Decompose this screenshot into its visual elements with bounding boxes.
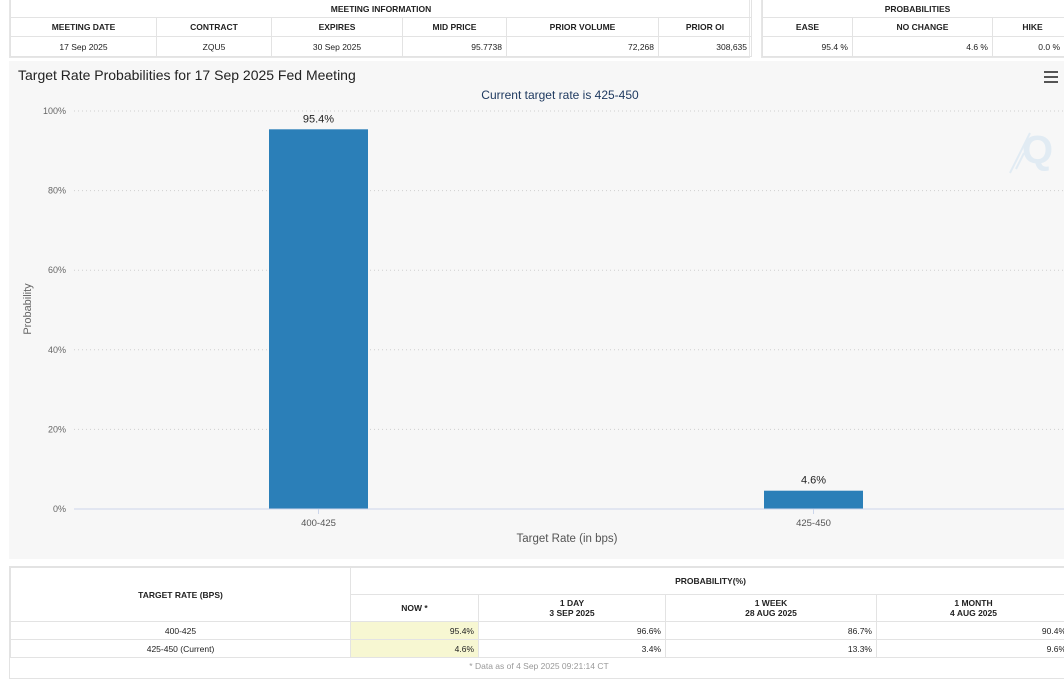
one-month-cell: 90.4% [875, 621, 1064, 640]
table-row: 400-425 95.4% 96.6% 86.7% 90.4% [10, 621, 1064, 640]
data-timestamp-footnote: * Data as of 4 Sep 2025 09:21:14 CT [469, 661, 609, 671]
one-day-cell: 96.6% [478, 621, 666, 640]
y-tick-label: 20% [48, 424, 66, 434]
bar-425-450[interactable] [764, 490, 863, 509]
header-prior-volume: PRIOR VOLUME [506, 17, 659, 37]
hamburger-menu-icon[interactable] [1044, 71, 1058, 86]
meeting-information-title: MEETING INFORMATION [9, 0, 753, 18]
y-tick-label: 80% [48, 186, 66, 196]
header-hike: HIKE [991, 17, 1064, 37]
y-tick-label: 60% [48, 265, 66, 275]
header-ease: EASE [762, 17, 853, 37]
grid-lines [74, 110, 1064, 430]
chart-subtitle: Current target rate is 425-450 [481, 88, 639, 102]
one-week-cell: 86.7% [665, 621, 877, 640]
expires-value: 30 Sep 2025 [271, 36, 403, 57]
probabilities-row: 95.4 % 4.6 % 0.0 % [762, 36, 1064, 57]
bars [269, 129, 863, 510]
meeting-date-value: 17 Sep 2025 [10, 36, 157, 57]
y-tick-label: 0% [53, 504, 66, 514]
x-tick-label: 400-425 [301, 518, 336, 529]
probabilities-title: PROBABILITIES [761, 0, 1064, 18]
header-mid-price: MID PRICE [402, 17, 507, 37]
no-change-value: 4.6 % [852, 36, 993, 57]
hike-value: 0.0 % [991, 36, 1064, 57]
mid-price-value: 95.7738 [402, 36, 507, 57]
svg-text:Q: Q [1022, 128, 1053, 172]
meeting-information-table: MEETING INFORMATION MEETING DATE CONTRAC… [9, 0, 753, 57]
rate-cell: 425-450 (Current) [10, 639, 351, 658]
header-no-change: NO CHANGE [852, 17, 993, 37]
data-label: 4.6% [801, 475, 826, 487]
rate-cell: 400-425 [10, 621, 351, 640]
x-axis-ticks: 400-425 425-450 [301, 509, 831, 529]
probability-history-panel: TARGET RATE (BPS) PROBABILITY(%) NOW * 1… [9, 566, 1064, 679]
ease-value: 95.4 % [762, 36, 853, 57]
bar-chart: Q Current target rate is 425-450 0% 20% 40… [22, 88, 1064, 545]
meeting-information-panel: MEETING INFORMATION MEETING DATE CONTRAC… [9, 0, 753, 58]
target-rate-header: TARGET RATE (BPS) [10, 567, 351, 622]
y-tick-label: 100% [43, 106, 66, 116]
probabilities-panel: PROBABILITIES EASE NO CHANGE HIKE 95.4 %… [761, 0, 1064, 58]
y-axis-ticks: 0% 20% 40% 60% 80% 100% [43, 106, 66, 514]
probability-history-table: TARGET RATE (BPS) PROBABILITY(%) NOW * 1… [10, 567, 1064, 658]
column-header-1-month: 1 MONTH 4 AUG 2025 [875, 594, 1064, 622]
data-labels: 95.4% 4.6% [303, 113, 826, 486]
y-tick-label: 40% [48, 345, 66, 355]
column-header-now: NOW * [350, 594, 479, 622]
chart-panel: Target Rate Probabilities for 17 Sep 202… [9, 61, 1064, 559]
column-header-1-week: 1 WEEK 28 AUG 2025 [665, 594, 877, 622]
probability-group-header: PROBABILITY(%) [349, 567, 1064, 595]
data-label: 95.4% [303, 113, 334, 125]
now-cell: 4.6% [350, 639, 479, 658]
meeting-information-row: 17 Sep 2025 ZQU5 30 Sep 2025 95.7738 72,… [10, 36, 753, 57]
x-tick-label: 425-450 [796, 518, 831, 529]
header-expires: EXPIRES [271, 17, 403, 37]
prior-volume-value: 72,268 [506, 36, 659, 57]
one-month-cell: 9.6% [875, 639, 1064, 658]
bar-400-425[interactable] [269, 129, 368, 510]
one-day-cell: 3.4% [478, 639, 666, 658]
now-cell: 95.4% [350, 621, 479, 640]
one-week-cell: 13.3% [665, 639, 877, 658]
prior-oi-value: 308,635 [657, 36, 753, 57]
y-axis-label: Probability [22, 283, 34, 335]
column-header-1-day: 1 DAY 3 SEP 2025 [478, 594, 666, 622]
table-row: 425-450 (Current) 4.6% 3.4% 13.3% 9.6% [10, 639, 1064, 658]
contract-value: ZQU5 [156, 36, 272, 57]
x-axis-label: Target Rate (in bps) [517, 533, 618, 545]
q-logo-watermark-icon: Q [1009, 128, 1053, 174]
chart-title: Target Rate Probabilities for 17 Sep 202… [18, 67, 356, 83]
probabilities-table: PROBABILITIES EASE NO CHANGE HIKE 95.4 %… [761, 0, 1064, 57]
header-contract: CONTRACT [156, 17, 272, 37]
header-meeting-date: MEETING DATE [10, 17, 157, 37]
header-prior-oi: PRIOR OI [657, 17, 753, 37]
